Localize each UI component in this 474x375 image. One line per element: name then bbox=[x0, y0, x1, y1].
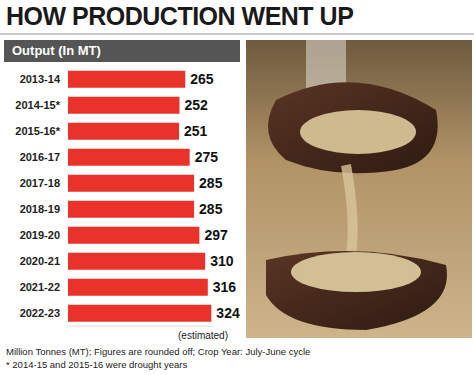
svg-text:2015-16*: 2015-16* bbox=[15, 125, 60, 137]
svg-text:251: 251 bbox=[184, 123, 208, 139]
svg-text:285: 285 bbox=[199, 201, 223, 217]
html-text:Million Tonnes (MT); Figures a: Million Tonnes (MT); Figures are rounded… bbox=[6, 346, 311, 357]
svg-text:2019-20: 2019-20 bbox=[20, 229, 60, 241]
svg-text:2017-18: 2017-18 bbox=[20, 177, 60, 189]
svg-text:265: 265 bbox=[190, 71, 214, 87]
svg-text:2016-17: 2016-17 bbox=[20, 151, 60, 163]
svg-text:316: 316 bbox=[213, 279, 237, 295]
html-text:HOW PRODUCTION WENT UP: HOW PRODUCTION WENT UP bbox=[6, 2, 354, 30]
html-text:(estimated): (estimated) bbox=[178, 330, 228, 341]
svg-text:2021-22: 2021-22 bbox=[20, 281, 60, 293]
svg-text:2022-23: 2022-23 bbox=[20, 307, 60, 319]
svg-text:275: 275 bbox=[195, 149, 219, 165]
svg-text:252: 252 bbox=[184, 97, 208, 113]
svg-text:285: 285 bbox=[199, 175, 223, 191]
html-text:* 2014-15 and 2015-16 were dro: * 2014-15 and 2015-16 were drought years bbox=[6, 359, 188, 370]
svg-text:297: 297 bbox=[204, 227, 228, 243]
svg-text:2018-19: 2018-19 bbox=[20, 203, 60, 215]
html-text:Output (In MT): Output (In MT) bbox=[12, 43, 101, 58]
svg-text:310: 310 bbox=[210, 253, 234, 269]
svg-text:324: 324 bbox=[216, 305, 240, 321]
svg-text:2013-14: 2013-14 bbox=[20, 73, 61, 85]
svg-text:2014-15*: 2014-15* bbox=[15, 99, 60, 111]
svg-text:2020-21: 2020-21 bbox=[20, 255, 60, 267]
